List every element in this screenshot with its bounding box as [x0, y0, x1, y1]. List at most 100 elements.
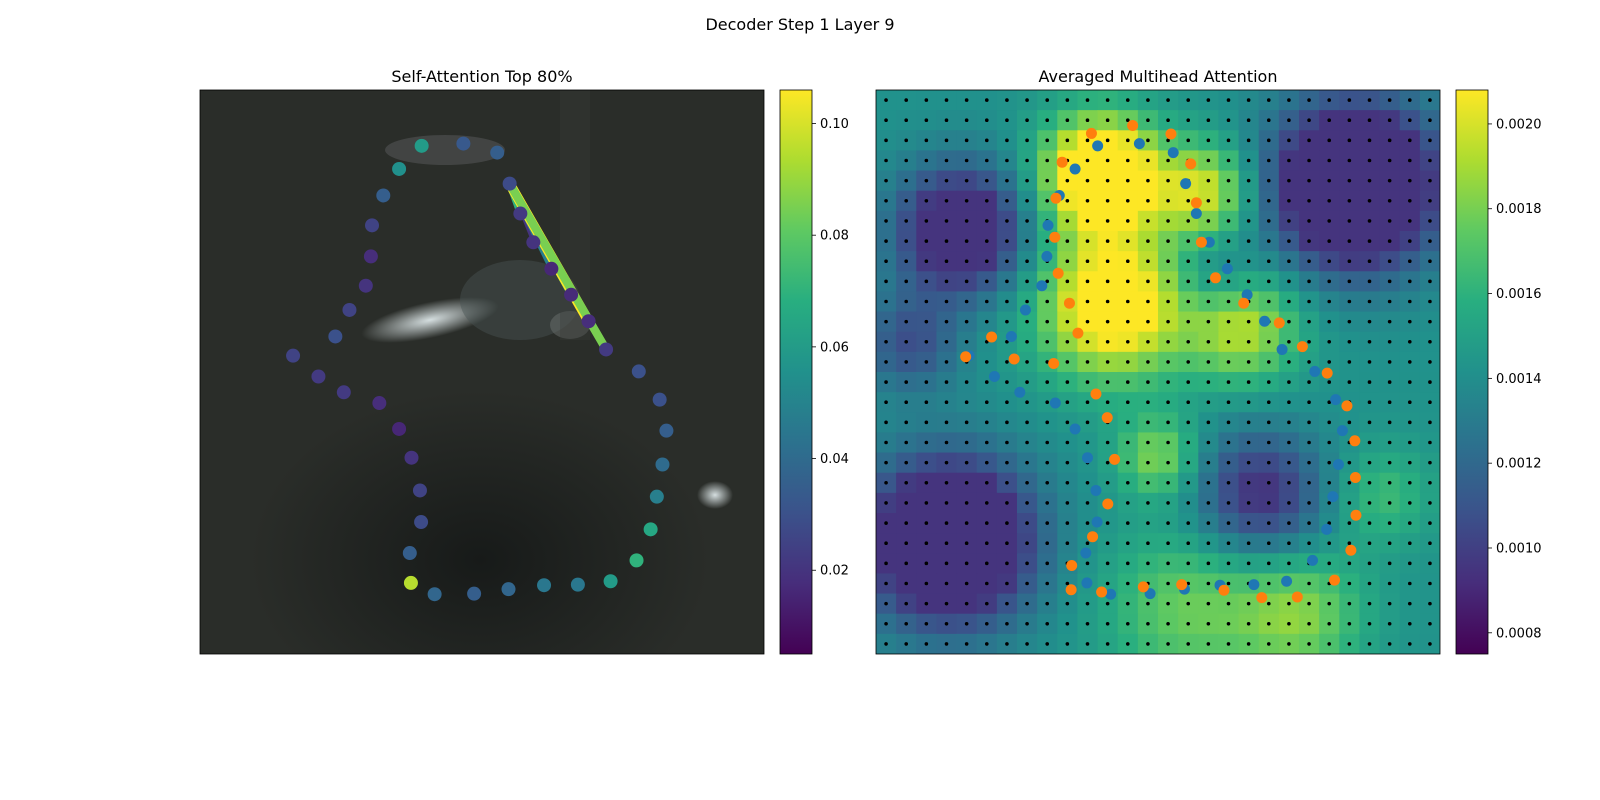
grid-dot	[1407, 581, 1412, 586]
grid-dot	[1266, 299, 1271, 304]
grid-dot	[944, 561, 949, 566]
grid-dot	[1186, 380, 1191, 384]
grid-dot	[1025, 480, 1029, 485]
grid-dot	[1407, 642, 1412, 646]
grid-dot	[1407, 521, 1412, 525]
colorbar-tick-label: 0.04	[820, 452, 849, 467]
grid-dot	[1065, 400, 1070, 405]
grid-dot	[1125, 420, 1130, 425]
grid-dot	[1025, 400, 1029, 405]
grid-dot	[1146, 178, 1150, 183]
grid-dot	[884, 561, 888, 566]
grid-dot	[1065, 219, 1070, 223]
grid-dot	[1367, 521, 1372, 525]
grid-dot	[1287, 219, 1291, 223]
grid-dot	[1246, 521, 1251, 525]
grid-dot	[1407, 460, 1412, 465]
grid-dot	[1065, 541, 1070, 546]
keypoint	[1218, 584, 1230, 596]
grid-dot	[904, 460, 909, 465]
keypoint	[1096, 586, 1108, 598]
grid-dot	[904, 581, 909, 586]
grid-dot	[1085, 98, 1090, 102]
grid-dot	[884, 440, 888, 445]
attention-point	[603, 574, 618, 589]
grid-dot	[1206, 480, 1211, 485]
grid-dot	[1206, 198, 1211, 203]
grid-dot	[1287, 299, 1291, 304]
grid-dot	[944, 219, 949, 223]
grid-dot	[1246, 480, 1251, 485]
grid-dot	[1347, 642, 1352, 646]
grid-dot	[1428, 98, 1432, 102]
grid-dot	[1085, 541, 1090, 546]
grid-dot	[1246, 400, 1251, 405]
grid-dot	[1407, 319, 1412, 324]
grid-dot	[904, 299, 909, 304]
colorbar-tick-label: 0.0020	[1496, 117, 1542, 132]
grid-dot	[924, 380, 929, 384]
grid-dot	[1206, 501, 1211, 505]
grid-dot	[1307, 279, 1311, 284]
grid-dot	[904, 642, 909, 646]
grid-dot	[1206, 380, 1211, 384]
grid-dot	[1045, 561, 1050, 566]
grid-dot	[1186, 581, 1191, 586]
grid-dot	[1428, 460, 1432, 465]
grid-dot	[944, 420, 949, 425]
grid-dot	[944, 601, 949, 606]
attention-point	[392, 161, 407, 176]
grid-dot	[1266, 380, 1271, 384]
grid-dot	[1287, 360, 1291, 364]
grid-dot	[884, 259, 888, 264]
colorbar-tick-label: 0.0012	[1496, 457, 1542, 472]
attention-point	[599, 342, 614, 357]
grid-dot	[1045, 642, 1050, 646]
attention-point	[655, 457, 670, 472]
grid-dot	[904, 400, 909, 405]
attention-points	[286, 136, 674, 602]
grid-dot	[1065, 178, 1070, 183]
grid-dot	[964, 541, 969, 546]
grid-dot	[1085, 642, 1090, 646]
grid-dot	[1347, 239, 1352, 243]
grid-dot	[984, 521, 989, 525]
grid-dot	[1146, 259, 1150, 264]
grid-dot	[1226, 581, 1231, 586]
grid-dot	[1407, 601, 1412, 606]
grid-dot	[1065, 601, 1070, 606]
grid-dot	[1105, 400, 1110, 405]
grid-dot	[1065, 98, 1070, 102]
grid-dot	[1105, 138, 1110, 143]
grid-dot	[924, 581, 929, 586]
grid-dot	[1005, 601, 1009, 606]
keypoint	[1069, 163, 1081, 175]
grid-dot	[1105, 219, 1110, 223]
grid-dot	[1246, 642, 1251, 646]
grid-dot	[1085, 420, 1090, 425]
grid-dot	[984, 621, 989, 626]
grid-dot	[1065, 360, 1070, 364]
keypoint	[1036, 280, 1048, 292]
attention-point	[342, 302, 357, 317]
attention-point	[328, 329, 343, 344]
grid-dot	[1105, 360, 1110, 364]
grid-dot	[1307, 642, 1311, 646]
grid-dot	[1347, 380, 1352, 384]
grid-dot	[1045, 299, 1050, 304]
grid-dot	[1327, 279, 1332, 284]
grid-dot	[1307, 178, 1311, 183]
grid-dot	[984, 460, 989, 465]
keypoint	[1133, 138, 1145, 150]
grid-dot	[1166, 400, 1170, 405]
keypoint	[1332, 458, 1344, 470]
grid-dot	[1166, 259, 1170, 264]
grid-dot	[964, 299, 969, 304]
grid-dot	[1246, 198, 1251, 203]
grid-dot	[1287, 420, 1291, 425]
grid-dot	[1367, 198, 1372, 203]
grid-dot	[1146, 642, 1150, 646]
grid-dot	[924, 360, 929, 364]
grid-dot	[1226, 259, 1231, 264]
grid-dot	[1186, 601, 1191, 606]
